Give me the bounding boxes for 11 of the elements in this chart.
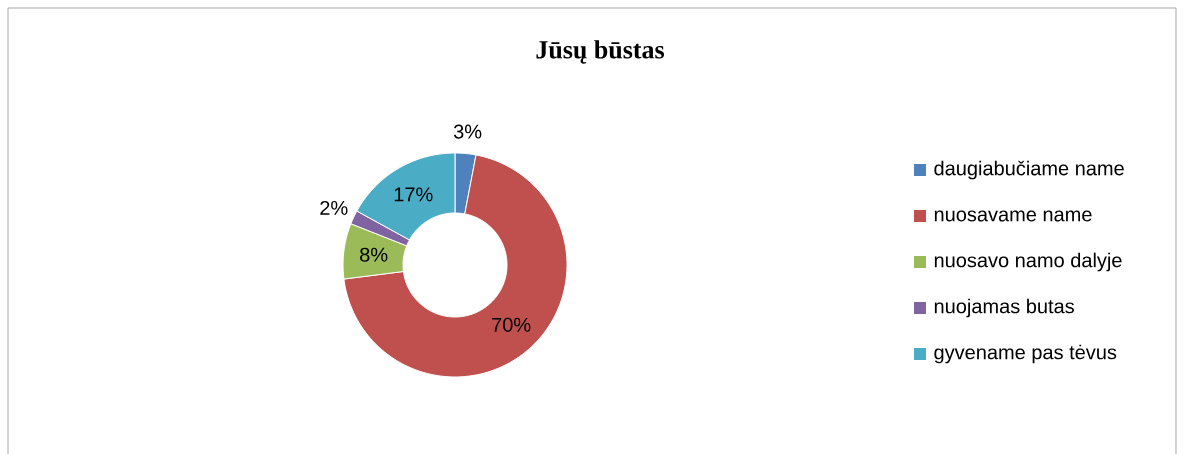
data-label: 8% [360,247,388,262]
legend-label: nuojamas butas [934,298,1074,318]
data-label: 70% [492,317,531,332]
legend-label: nuosavame name [934,210,1092,222]
data-label: 2% [320,200,348,215]
legend-label: daugiabučiame name [934,160,1124,180]
legend-label: nuosavo namo dalyje [934,252,1122,272]
data-label: 3% [453,124,482,139]
legend-label: gyvename pas tėvus [934,344,1117,364]
data-label: 17% [394,187,433,202]
chart-title: Jūsų būstas [536,40,665,64]
